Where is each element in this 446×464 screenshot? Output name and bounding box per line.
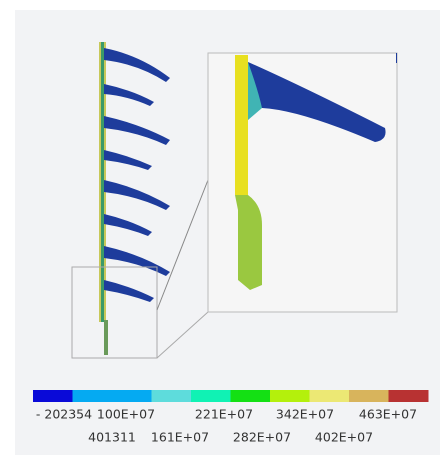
legend-swatch: [349, 390, 389, 402]
legend-label: 401311: [88, 430, 136, 445]
legend-label: 402E+07: [315, 430, 373, 445]
figure: - 202354 100E+07 221E+07 342E+07 463E+07 4013…: [0, 0, 446, 464]
stem-core: [101, 42, 104, 322]
detail-fin-top: [396, 53, 397, 63]
legend-swatch: [33, 390, 73, 402]
legend-swatch: [152, 390, 192, 402]
legend-swatch: [73, 390, 113, 402]
legend-label: 100E+07: [97, 407, 155, 422]
legend-swatch: [389, 390, 429, 402]
legend-swatch: [231, 390, 271, 402]
detail-stem-lower: [235, 195, 262, 290]
legend-label: 463E+07: [359, 407, 417, 422]
legend-swatch: [112, 390, 152, 402]
legend-label: 161E+07: [151, 430, 209, 445]
legend-label: 282E+07: [233, 430, 291, 445]
detail-stem: [235, 55, 248, 195]
legend-label: - 202354: [36, 407, 92, 422]
stem-base: [104, 320, 108, 355]
legend-swatch: [310, 390, 350, 402]
legend-swatch: [191, 390, 231, 402]
legend-swatch: [270, 390, 310, 402]
legend-label: 221E+07: [195, 407, 253, 422]
page: - 202354 100E+07 221E+07 342E+07 463E+07 4013…: [0, 0, 446, 464]
legend-label: 342E+07: [276, 407, 334, 422]
